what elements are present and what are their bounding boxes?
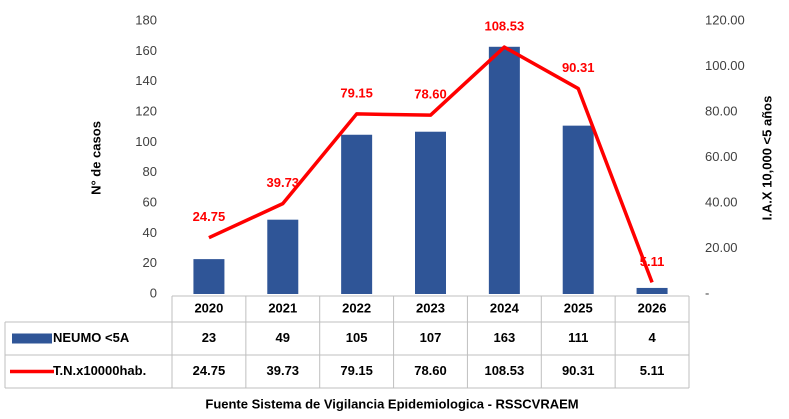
table-cell: 90.31 xyxy=(562,363,595,378)
y-tick-label: 140 xyxy=(135,73,157,88)
table-cell: 111 xyxy=(568,330,588,345)
y2-tick-label: 100.00 xyxy=(705,58,745,73)
data-label: 78.60 xyxy=(414,87,447,102)
y-tick-label: 60 xyxy=(143,194,157,209)
data-label: 90.31 xyxy=(562,60,595,75)
x-tick-label: 2026 xyxy=(638,300,667,315)
legend-key xyxy=(12,333,52,344)
y-tick-label: 20 xyxy=(143,255,157,270)
x-tick-label: 2024 xyxy=(490,300,520,315)
table-cell: 49 xyxy=(276,330,290,345)
table-cell: 39.73 xyxy=(267,363,300,378)
table-cell: 108.53 xyxy=(484,363,524,378)
x-tick-label: 2023 xyxy=(416,300,445,315)
y-tick-label: 100 xyxy=(135,134,157,149)
bar xyxy=(193,259,225,294)
y2-tick-label: 60.00 xyxy=(705,149,738,164)
table-cell: 79.15 xyxy=(340,363,373,378)
table-cell: 107 xyxy=(420,330,442,345)
y2-axis-title: I.A.X 10,000 <5 años xyxy=(759,96,774,221)
bar xyxy=(636,287,668,294)
y-tick-label: 0 xyxy=(150,285,157,300)
table-cell: 24.75 xyxy=(193,363,226,378)
table-cell: 163 xyxy=(494,330,516,345)
y2-tick-label: - xyxy=(705,285,709,300)
data-label: 108.53 xyxy=(484,19,524,34)
legend-label: NEUMO <5A xyxy=(53,330,130,345)
bar xyxy=(341,134,373,294)
bar xyxy=(488,46,520,295)
data-label: 5.11 xyxy=(640,254,665,269)
x-tick-label: 2025 xyxy=(564,300,593,315)
footer: Fuente Sistema de Vigilancia Epidemiolog… xyxy=(205,396,578,411)
y-tick-label: 40 xyxy=(143,225,157,240)
y2-tick-label: 120.00 xyxy=(705,12,745,27)
data-label: 24.75 xyxy=(193,209,226,224)
table-cell: 5.11 xyxy=(640,363,665,378)
table-cell: 23 xyxy=(202,330,216,345)
y2-tick-label: 40.00 xyxy=(705,194,738,209)
x-tick-label: 2021 xyxy=(268,300,297,315)
data-label: 39.73 xyxy=(267,175,300,190)
bar xyxy=(267,219,299,294)
table-cell: 78.60 xyxy=(414,363,447,378)
bar xyxy=(562,125,594,295)
y2-tick-label: 20.00 xyxy=(705,240,738,255)
y-tick-label: 180 xyxy=(135,12,157,27)
y-tick-label: 80 xyxy=(143,164,157,179)
y-tick-label: 160 xyxy=(135,43,157,58)
legend-label: T.N.x10000hab. xyxy=(53,363,146,378)
data-label: 79.15 xyxy=(340,85,373,100)
bar xyxy=(415,131,446,294)
table-cell: 105 xyxy=(346,330,368,345)
table-cell: 4 xyxy=(648,330,656,345)
y-axis-title: N° de casos xyxy=(88,121,103,195)
x-tick-label: 2020 xyxy=(194,300,223,315)
y-tick-label: 120 xyxy=(135,103,157,118)
x-tick-label: 2022 xyxy=(342,300,371,315)
y2-tick-label: 80.00 xyxy=(705,103,738,118)
line xyxy=(208,45,654,283)
